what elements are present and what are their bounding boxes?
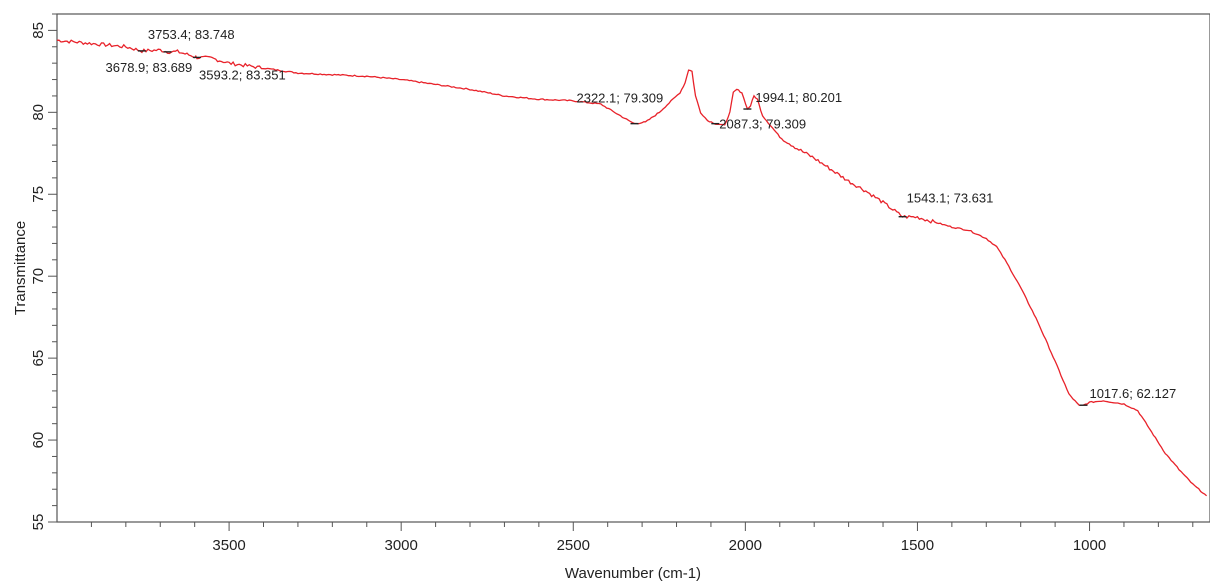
peak-label: 1994.1; 80.201	[755, 90, 842, 105]
peak-annotations: 3753.4; 83.748 3678.9; 83.689 3593.2; 83.3…	[106, 27, 1176, 406]
x-axis-title: Wavenumber (cm-1)	[565, 565, 701, 582]
x-tick-label: 2000	[729, 537, 762, 554]
y-tick-label: 80	[30, 104, 47, 121]
x-tick-label: 1500	[901, 537, 934, 554]
peak-label: 1543.1; 73.631	[907, 191, 994, 206]
peak-label: 2087.3; 79.309	[719, 117, 806, 132]
x-tick-label: 2500	[557, 537, 590, 554]
peak-label: 3593.2; 83.351	[199, 67, 286, 82]
plot-frame	[56, 13, 1210, 523]
peak-label: 3753.4; 83.748	[148, 27, 235, 42]
y-axis-title: Transmittance	[12, 221, 29, 315]
y-tick-label: 60	[30, 432, 47, 449]
series-layer	[56, 39, 1208, 497]
y-tick-label: 65	[30, 350, 47, 367]
x-tick-label: 3000	[384, 537, 417, 554]
peak-label: 1017.6; 62.127	[1089, 386, 1176, 401]
x-tick-label: 3500	[212, 537, 245, 554]
y-tick-label: 85	[30, 22, 47, 39]
spectrum-line	[56, 39, 1208, 497]
peak-label: 3678.9; 83.689	[106, 60, 193, 75]
y-tick-label: 55	[30, 514, 47, 531]
y-tick-label: 70	[30, 268, 47, 285]
tick-labels: 3500 3000 2500 2000 1500 1000 55 60 65 70 75 80 85	[30, 22, 1106, 554]
y-tick-label: 75	[30, 186, 47, 203]
x-tick-label: 1000	[1073, 537, 1106, 554]
peak-label: 2322.1; 79.309	[576, 91, 663, 106]
tick-marks	[48, 13, 1194, 531]
